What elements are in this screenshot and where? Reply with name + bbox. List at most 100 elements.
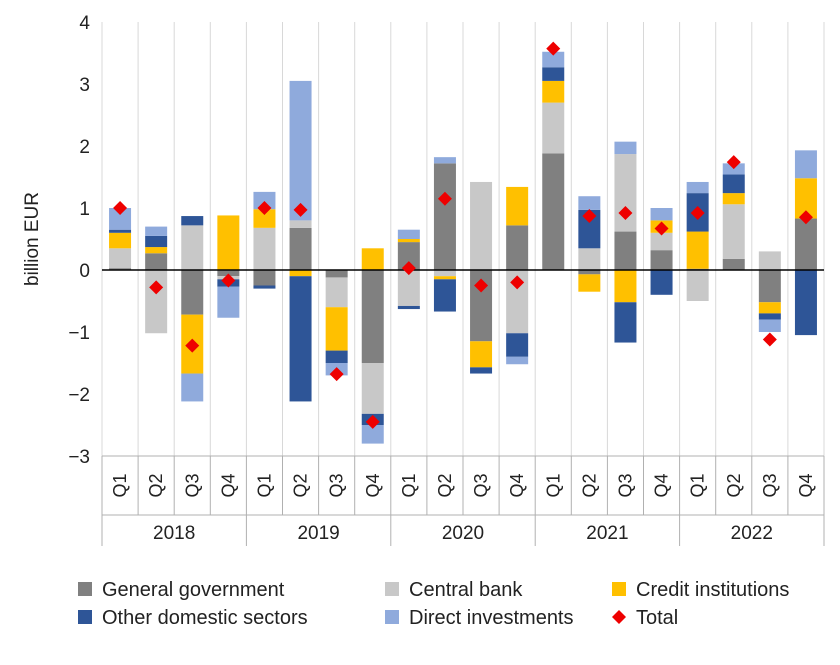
bar-segment — [289, 220, 312, 228]
bar-segment — [433, 163, 456, 270]
legend-label: Credit institutions — [636, 579, 789, 601]
total-marker — [329, 367, 344, 382]
total-marker — [798, 210, 813, 225]
bar-segment — [325, 277, 348, 308]
bar-segment — [794, 270, 817, 336]
bar-segment — [470, 270, 493, 342]
total-marker — [474, 278, 489, 293]
bar-segment — [433, 270, 456, 277]
legend-swatch — [78, 610, 92, 624]
bar-segment — [578, 248, 601, 270]
bar-segment — [506, 225, 529, 270]
quarter-label: Q2 — [579, 473, 599, 497]
total-marker — [293, 202, 308, 217]
bar-segment — [758, 302, 781, 314]
total-marker — [365, 414, 380, 429]
quarter-label: Q4 — [507, 473, 527, 497]
total-marker — [437, 191, 452, 206]
bar-segment — [722, 204, 745, 259]
quarter-label: Q2 — [435, 473, 455, 497]
quarter-label: Q1 — [254, 473, 274, 497]
total-marker — [221, 273, 236, 288]
y-tick-label: 4 — [79, 13, 90, 34]
year-label: 2022 — [731, 523, 773, 544]
bar-segment — [145, 247, 168, 254]
bar-segment — [253, 270, 276, 286]
year-label: 2021 — [586, 523, 628, 544]
bar-segment — [397, 229, 420, 239]
bar-segment — [109, 232, 132, 249]
bar-segment — [470, 367, 493, 374]
bar-segment — [145, 270, 168, 334]
bar-segment — [325, 307, 348, 351]
bar-segment — [722, 193, 745, 205]
quarter-label: Q3 — [182, 473, 202, 497]
y-tick-label: −1 — [68, 323, 90, 344]
bar-segment — [181, 270, 204, 315]
bar-segment — [650, 208, 673, 221]
legend-swatch — [612, 582, 626, 596]
quarter-label: Q4 — [218, 473, 238, 497]
bar-segment — [109, 229, 132, 233]
legend-swatch — [385, 610, 399, 624]
y-tick-label: 2 — [79, 137, 90, 158]
bar-segment — [109, 208, 132, 230]
y-tick-label: −2 — [68, 385, 90, 406]
bar-segment — [361, 363, 384, 414]
quarter-label: Q1 — [110, 473, 130, 497]
bar-segment — [361, 425, 384, 444]
bar-segment — [109, 268, 132, 270]
bar-segment — [325, 350, 348, 363]
bar-segment — [181, 373, 204, 402]
legend-swatch — [78, 582, 92, 596]
legend-label: Other domestic sectors — [102, 607, 308, 629]
bar-segment — [397, 242, 420, 270]
legend-label: Central bank — [409, 579, 523, 601]
bar-segment — [578, 270, 601, 275]
y-tick-label: 0 — [79, 261, 90, 282]
y-tick-label: −3 — [68, 447, 90, 468]
quarter-label: Q3 — [760, 473, 780, 497]
legend-swatch — [385, 582, 399, 596]
legend-label: General government — [102, 579, 285, 601]
total-marker — [546, 41, 561, 56]
year-label: 2020 — [442, 523, 484, 544]
total-marker — [510, 275, 525, 290]
bar-segment — [794, 150, 817, 179]
bar-segment — [758, 319, 781, 332]
bar-segment — [506, 333, 529, 357]
bar-segment — [289, 80, 312, 221]
quarter-label: Q3 — [471, 473, 491, 497]
quarter-label: Q4 — [652, 473, 672, 497]
bar-segment — [433, 157, 456, 164]
bar-segment — [253, 227, 276, 270]
bar-segment — [758, 270, 781, 303]
quarter-label: Q3 — [327, 473, 347, 497]
bar-segment — [253, 209, 276, 228]
quarter-label: Q2 — [291, 473, 311, 497]
bar-segment — [325, 270, 348, 278]
bar-segment — [686, 231, 709, 269]
year-label: 2018 — [153, 523, 195, 544]
bar-segment — [650, 270, 673, 295]
quarter-label: Q1 — [688, 473, 708, 497]
quarter-label: Q2 — [146, 473, 166, 497]
y-tick-label: 1 — [79, 199, 90, 220]
bar-segment — [253, 285, 276, 289]
bar-segment — [614, 270, 637, 303]
bar-segment — [433, 276, 456, 280]
total-marker — [185, 338, 200, 353]
quarter-label: Q4 — [363, 473, 383, 497]
bar-segment — [542, 102, 565, 154]
bar-segment — [758, 313, 781, 320]
bar-segment — [470, 341, 493, 368]
bar-segment — [181, 225, 204, 270]
bar-segment — [433, 279, 456, 312]
bar-segment — [145, 235, 168, 248]
bar-segment — [542, 80, 565, 103]
total-marker — [726, 155, 741, 170]
bar-segment — [145, 226, 168, 236]
bar-segment — [506, 270, 529, 334]
bar-segment — [650, 232, 673, 251]
